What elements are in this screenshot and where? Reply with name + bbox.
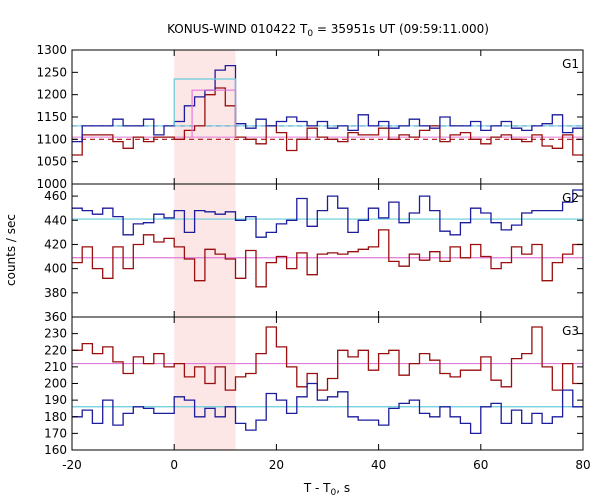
g2-red-series (72, 229, 583, 288)
panel-label-g3: G3 (562, 324, 579, 338)
g2-blue-series (72, 189, 583, 238)
y-tick-label: 190 (44, 393, 67, 407)
x-tick-label: 80 (575, 458, 590, 472)
x-tick-label: 60 (473, 458, 488, 472)
y-tick-label: 1250 (36, 65, 67, 79)
y-tick-label: 1300 (36, 43, 67, 57)
g1-red-series (72, 87, 583, 156)
panel-g1-plot (72, 64, 583, 156)
x-tick-label: -20 (62, 458, 82, 472)
y-tick-label: 1100 (36, 132, 67, 146)
y-tick-label: 1200 (36, 88, 67, 102)
y-tick-label: 1050 (36, 155, 67, 169)
y-tick-label: 400 (44, 262, 67, 276)
x-tick-label: 0 (170, 458, 178, 472)
y-tick-label: 200 (44, 377, 67, 391)
g1-pink-burst-overlay (191, 89, 237, 138)
y-tick-label: 210 (44, 360, 67, 374)
y-tick-label: 220 (44, 343, 67, 357)
x-tick-label: 20 (269, 458, 284, 472)
panel-label-g2: G2 (562, 191, 579, 205)
x-axis-label: T - T0, s (303, 481, 350, 498)
y-tick-label: 160 (44, 443, 67, 457)
y-tick-label: 1150 (36, 110, 67, 124)
y-tick-label: 380 (44, 286, 67, 300)
y-tick-label: 460 (44, 189, 67, 203)
y-tick-label: 360 (44, 310, 67, 324)
panel-g3-plot (72, 326, 583, 435)
y-tick-label: 170 (44, 426, 67, 440)
g3-red-series (72, 326, 583, 391)
g3-blue-series (72, 382, 583, 435)
y-tick-label: 420 (44, 237, 67, 251)
chart-title: KONUS-WIND 010422 T0 = 35951s UT (09:59:… (167, 22, 489, 39)
y-axis-label: counts / sec (4, 214, 18, 286)
panel-label-g1: G1 (562, 57, 579, 71)
panel-g2-plot (72, 189, 583, 288)
y-tick-label: 440 (44, 213, 67, 227)
x-tick-label: 40 (371, 458, 386, 472)
y-tick-label: 230 (44, 327, 67, 341)
g1-blue-series (72, 64, 583, 143)
y-tick-label: 1000 (36, 177, 67, 191)
y-tick-label: 180 (44, 410, 67, 424)
panel-g1-frame (71, 49, 584, 185)
